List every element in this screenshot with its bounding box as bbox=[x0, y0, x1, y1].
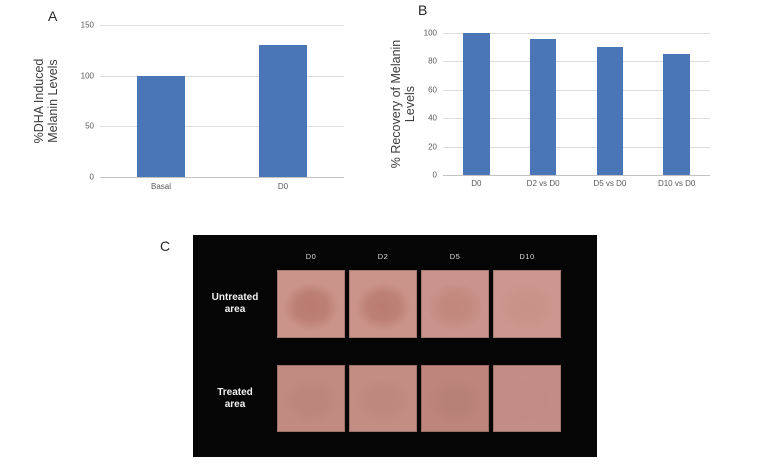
x-axis-line bbox=[443, 175, 710, 176]
panel-c-image-box: D0 D2 D5 D10 Untreated area Treated area bbox=[193, 235, 597, 457]
untreated-row-label: Untreated area bbox=[193, 270, 277, 338]
gridline bbox=[443, 118, 710, 120]
panel-c-row-untreated: Untreated area bbox=[193, 270, 561, 338]
panel-b-y-ticks: 0 20 40 60 80 100 bbox=[405, 29, 437, 180]
y-tick-label: 50 bbox=[85, 121, 94, 131]
y-tick-label: 0 bbox=[432, 170, 437, 180]
bar-basal bbox=[136, 75, 186, 177]
skin-patch-treated-d5 bbox=[421, 365, 489, 432]
panel-a-letter: A bbox=[48, 8, 58, 24]
panel-c-letter: C bbox=[160, 238, 171, 254]
gridline bbox=[443, 61, 710, 63]
x-tick-label: D0 bbox=[471, 179, 482, 188]
gridline bbox=[443, 146, 710, 148]
gridline bbox=[100, 75, 344, 77]
treated-row-label: Treated area bbox=[193, 365, 277, 432]
y-tick-label: 60 bbox=[428, 85, 437, 95]
panel-a-y-ticks: 0 50 100 150 bbox=[60, 21, 94, 182]
y-tick-label: 80 bbox=[428, 56, 437, 66]
panel-b-y-axis-title-line1: % Recovery of Melanin bbox=[389, 39, 403, 169]
column-label-d2: D2 bbox=[377, 252, 389, 261]
panel-a-plot bbox=[100, 25, 344, 178]
untreated-row-label-line2: area bbox=[224, 304, 246, 315]
treated-row-label-line1: Treated bbox=[217, 386, 253, 398]
bar-d0 bbox=[463, 33, 490, 175]
panel-b-letter: B bbox=[418, 2, 428, 18]
gridline bbox=[443, 89, 710, 91]
skin-patch-treated-d2 bbox=[349, 365, 417, 432]
bar-d0 bbox=[258, 45, 308, 177]
gridline bbox=[443, 33, 710, 34]
skin-patch-untreated-d10 bbox=[493, 270, 561, 338]
x-tick-label: D10 vs D0 bbox=[657, 179, 696, 188]
column-label-d0: D0 bbox=[305, 252, 317, 261]
x-tick-label: D2 vs D0 bbox=[526, 179, 560, 188]
panel-a-y-axis-title-line2: Melanin Levels bbox=[46, 59, 60, 143]
y-tick-label: 100 bbox=[80, 71, 94, 81]
panel-b-plot bbox=[443, 33, 710, 176]
column-label-d10: D10 bbox=[519, 252, 535, 261]
panel-a-y-axis-title: %DHA Induced Melanin Levels bbox=[32, 16, 60, 186]
panel-c-column-labels: D0 D2 D5 D10 bbox=[277, 252, 561, 261]
skin-patch-treated-d0 bbox=[277, 365, 345, 432]
panel-c-row-treated: Treated area bbox=[193, 365, 561, 432]
bar-d10-vs-d0 bbox=[663, 54, 690, 175]
bar-d5-vs-d0 bbox=[596, 47, 624, 175]
skin-patch-untreated-d2 bbox=[349, 270, 417, 338]
skin-patch-untreated-d5 bbox=[421, 270, 489, 338]
gridline bbox=[100, 25, 344, 26]
untreated-row-label-line1: Untreated bbox=[211, 292, 259, 303]
gridline bbox=[100, 126, 344, 128]
x-tick-label: Basal bbox=[150, 182, 172, 191]
treated-row-label-line2: area bbox=[224, 398, 246, 410]
skin-patch-treated-d10 bbox=[493, 365, 561, 432]
y-tick-label: 150 bbox=[80, 20, 94, 30]
bar-d2-vs-d0 bbox=[529, 38, 557, 175]
treated-patches bbox=[277, 365, 561, 432]
y-tick-label: 0 bbox=[89, 172, 94, 182]
panel-a-x-ticks: Basal D0 bbox=[100, 182, 344, 194]
x-tick-label: D5 vs D0 bbox=[593, 179, 627, 188]
skin-patch-untreated-d0 bbox=[277, 270, 345, 338]
y-tick-label: 20 bbox=[428, 142, 437, 152]
y-tick-label: 40 bbox=[428, 113, 437, 123]
x-axis-line bbox=[100, 177, 344, 178]
panel-a-y-axis-title-line1: %DHA Induced bbox=[32, 58, 46, 144]
panel-b-x-ticks: D0 D2 vs D0 D5 vs D0 D10 vs D0 bbox=[443, 179, 710, 191]
untreated-patches bbox=[277, 270, 561, 338]
column-label-d5: D5 bbox=[449, 252, 461, 261]
x-tick-label: D0 bbox=[277, 182, 289, 191]
y-tick-label: 100 bbox=[423, 28, 437, 38]
